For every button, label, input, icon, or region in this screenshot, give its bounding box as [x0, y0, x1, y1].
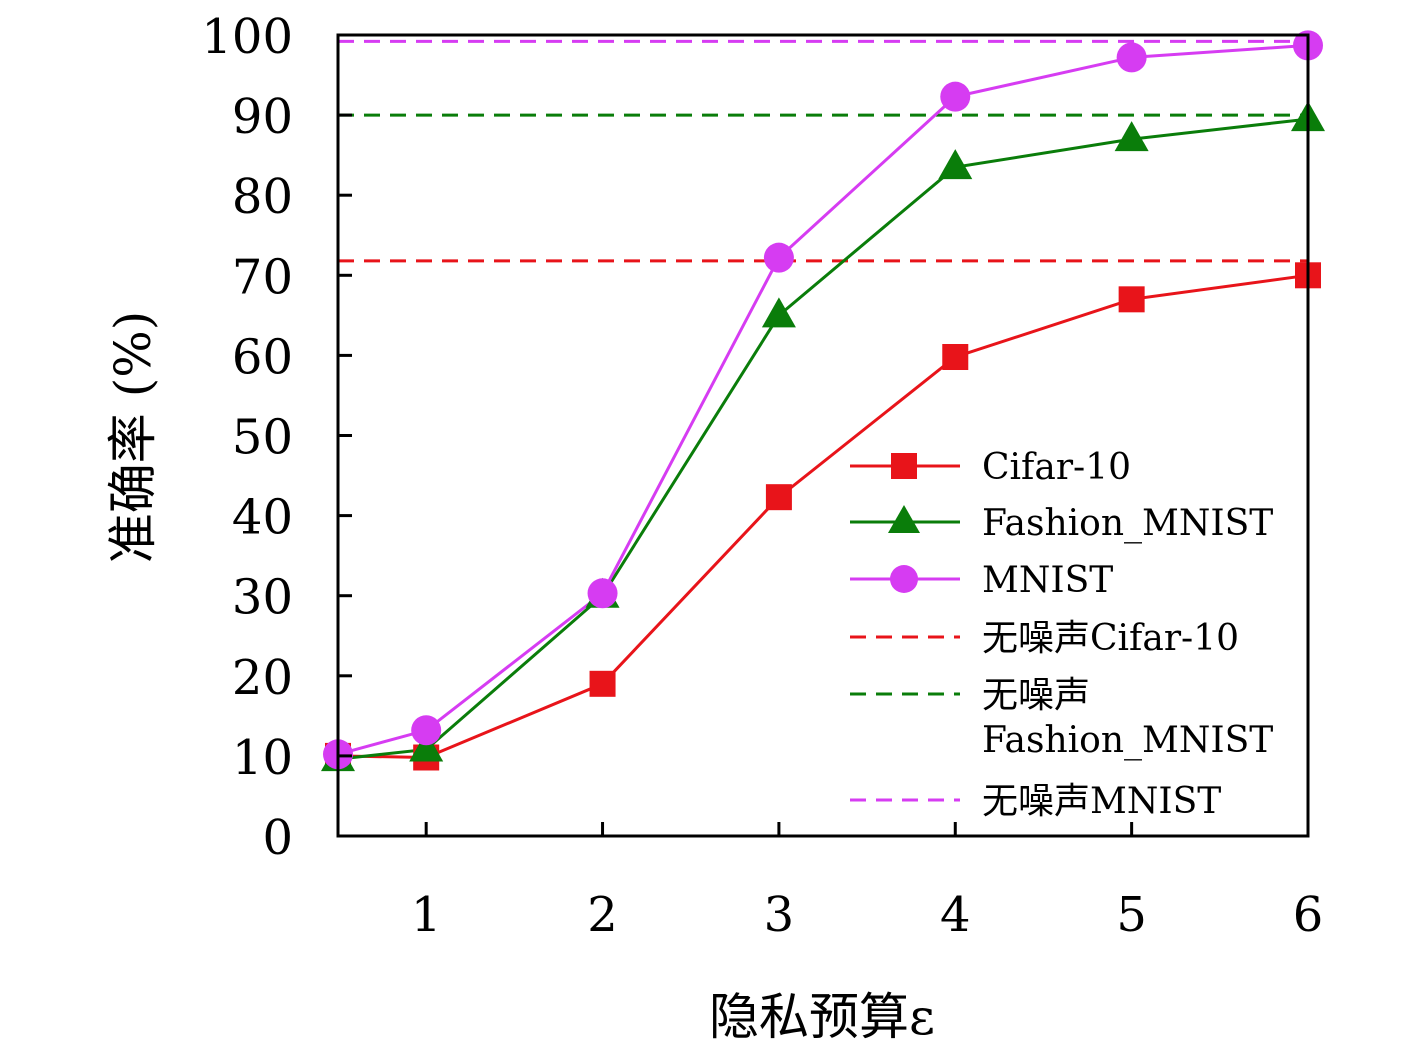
legend-item-mnist: MNIST: [850, 560, 1113, 601]
data-point-series2-2: [587, 578, 618, 609]
y-tick-label: 90: [232, 89, 293, 145]
reference-lines: [338, 39, 1308, 263]
y-tick-label: 50: [232, 410, 293, 466]
data-point-series1-3: [761, 297, 796, 328]
y-tick-label: 100: [201, 9, 293, 65]
x-tick-label: 4: [940, 887, 971, 943]
y-tick-label: 80: [232, 169, 293, 225]
x-axis-title: 隐私预算ε: [709, 988, 935, 1046]
legend: Cifar-10 Fashion_MNIST MNIST 无噪声Cifar-10…: [850, 447, 1273, 822]
data-point-series2-4: [940, 81, 971, 112]
data-point-series0-5: [1118, 286, 1145, 313]
series-markers: [321, 30, 1325, 772]
legend-item-cifar10: Cifar-10: [850, 447, 1131, 488]
y-tick-label: 70: [232, 249, 293, 305]
x-tick-label: 3: [764, 887, 795, 943]
y-tick-label: 0: [262, 810, 293, 866]
plot-frame: [336, 33, 1310, 838]
y-tick-label: 60: [232, 329, 293, 385]
data-point-series0-3: [765, 484, 792, 511]
legend-label-ref-mnist: 无噪声MNIST: [982, 781, 1221, 822]
y-tick-label: 30: [232, 570, 293, 626]
data-point-series0-2: [589, 670, 616, 697]
series-line-1: [337, 117, 1309, 761]
legend-marker-square: [891, 453, 917, 479]
x-tick-label: 6: [1293, 887, 1324, 943]
data-point-series2-1: [411, 715, 442, 746]
legend-item-ref-mnist: 无噪声MNIST: [850, 781, 1221, 822]
legend-marker-triangle: [888, 505, 920, 533]
legend-marker-circle: [890, 565, 918, 593]
y-axis: 0 10 20 30 40 50 60 70 80 90 100: [201, 9, 352, 866]
x-tick-label: 2: [587, 887, 618, 943]
legend-item-ref-fashion-mnist: 无噪声 Fashion_MNIST: [850, 675, 1273, 761]
legend-item-ref-cifar10: 无噪声Cifar-10: [850, 618, 1239, 659]
data-point-series1-5: [1114, 121, 1149, 152]
data-point-series2-5: [1116, 42, 1147, 73]
y-tick-label: 20: [232, 650, 293, 706]
data-point-series1-1: [409, 731, 444, 762]
legend-label-ref-fashion-mnist-line1: 无噪声: [982, 675, 1090, 716]
x-tick-label: 1: [411, 887, 442, 943]
x-axis: 1 2 3 4 5 6: [411, 822, 1323, 943]
legend-label-mnist: MNIST: [982, 560, 1113, 601]
data-point-series2-3: [763, 242, 794, 273]
legend-label-cifar10: Cifar-10: [982, 447, 1131, 488]
legend-label-ref-fashion-mnist-line2: Fashion_MNIST: [982, 720, 1273, 761]
data-point-series1-4: [938, 149, 973, 180]
y-tick-label: 10: [232, 730, 293, 786]
legend-item-fashion-mnist: Fashion_MNIST: [850, 503, 1273, 544]
y-tick-label: 40: [232, 490, 293, 546]
legend-label-ref-cifar10: 无噪声Cifar-10: [982, 618, 1239, 659]
x-tick-label: 5: [1116, 887, 1147, 943]
data-point-series0-4: [942, 344, 969, 371]
legend-label-fashion-mnist: Fashion_MNIST: [982, 503, 1273, 544]
y-axis-title: 准确率 (%): [104, 311, 162, 563]
